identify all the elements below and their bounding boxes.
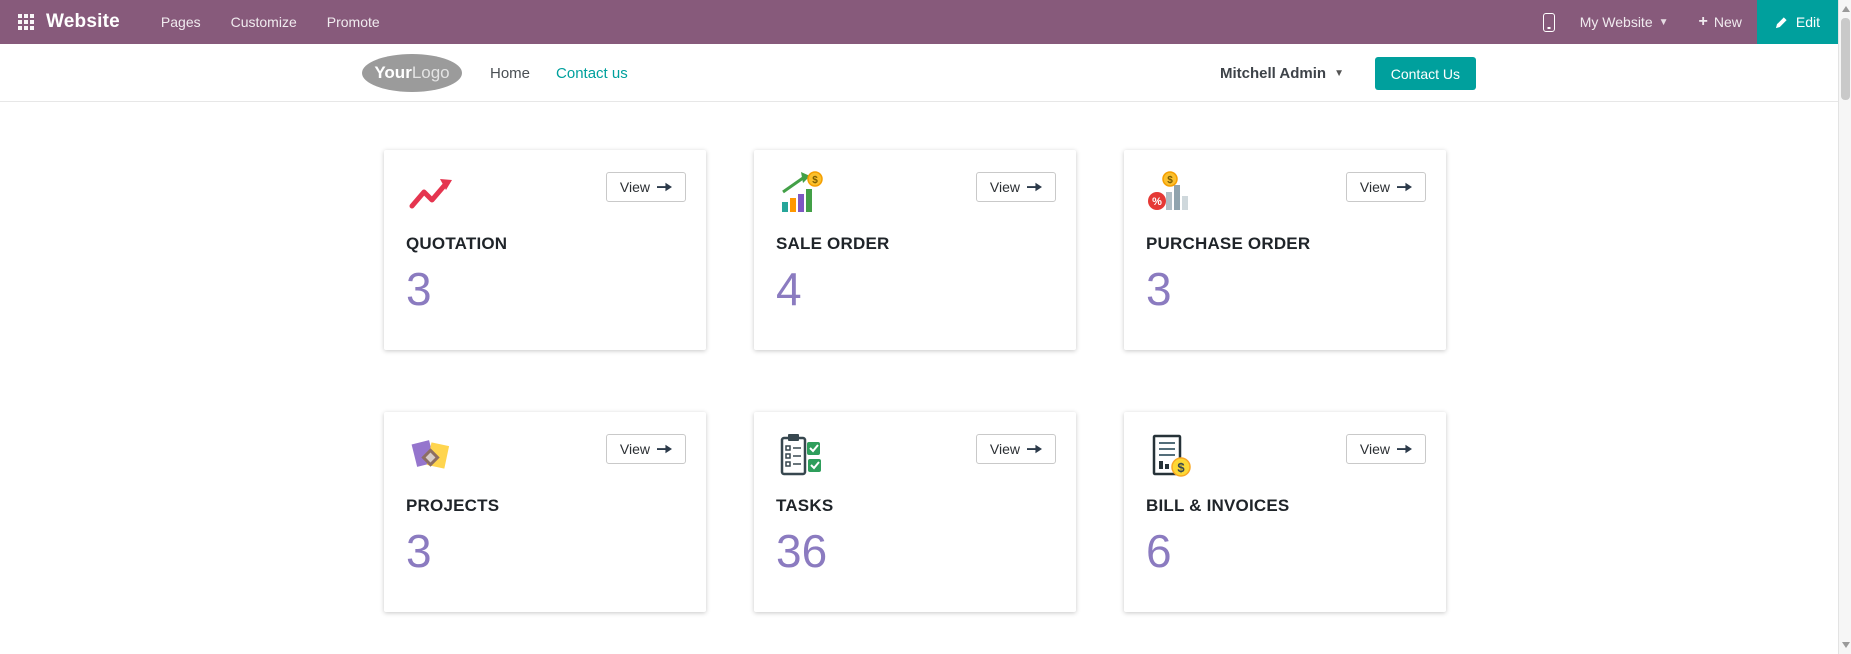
user-dropdown[interactable]: Mitchell Admin ▼: [1220, 44, 1344, 102]
svg-text:$: $: [812, 175, 818, 186]
logo-text-your: Your: [374, 63, 412, 82]
new-button[interactable]: + New: [1684, 0, 1757, 44]
trend-up-icon: [406, 170, 454, 218]
card-title: QUOTATION: [406, 234, 508, 253]
view-label: View: [1359, 441, 1390, 457]
purchase-discount-icon: $ %: [1146, 170, 1194, 218]
card-projects: View PROJECTS 3: [384, 412, 706, 612]
svg-text:$: $: [1167, 175, 1173, 186]
card-tasks: View: [754, 412, 1076, 612]
my-website-label: My Website: [1579, 14, 1653, 30]
card-count: 3: [406, 263, 432, 315]
card-bill-invoices: View $ BILL & INVOICES 6: [1124, 412, 1446, 612]
site-logo[interactable]: Your Logo: [362, 54, 462, 92]
sales-chart-icon: $: [776, 170, 824, 218]
card-title: PROJECTS: [406, 496, 500, 515]
arrow-right-icon: [1397, 444, 1412, 454]
view-label: View: [989, 179, 1020, 195]
top-navbar: Website Pages Customize Promote My Websi…: [0, 0, 1838, 44]
cards-grid: View QUOTATION 3 View: [384, 150, 1446, 612]
menu-pages[interactable]: Pages: [160, 14, 201, 30]
apps-grid-icon[interactable]: [18, 14, 34, 30]
my-website-dropdown[interactable]: My Website ▼: [1565, 0, 1684, 44]
view-button-purchase-order[interactable]: View: [1345, 172, 1426, 202]
logo-text-logo: Logo: [411, 63, 450, 82]
main-content: View QUOTATION 3 View: [0, 102, 1838, 654]
card-title: TASKS: [776, 496, 834, 515]
card-count: 36: [776, 525, 828, 577]
nav-contact-us[interactable]: Contact us: [556, 64, 628, 82]
site-header: Your Logo Home Contact us Mitchell Admin …: [0, 44, 1838, 102]
svg-text:$: $: [1177, 460, 1185, 475]
new-label: New: [1713, 14, 1742, 30]
caret-down-icon: ▼: [1334, 67, 1344, 79]
plus-icon: +: [1698, 13, 1708, 30]
svg-text:%: %: [1152, 196, 1162, 208]
edit-label: Edit: [1795, 14, 1820, 30]
view-label: View: [619, 441, 650, 457]
arrow-right-icon: [657, 182, 672, 192]
app-name-website[interactable]: Website: [46, 11, 120, 32]
card-title: BILL & INVOICES: [1146, 496, 1290, 515]
card-count: 4: [776, 263, 802, 315]
view-label: View: [619, 179, 650, 195]
card-title: SALE ORDER: [776, 234, 890, 253]
scroll-up-arrow-icon[interactable]: [1839, 2, 1851, 16]
caret-down-icon: ▼: [1658, 16, 1669, 28]
edit-button[interactable]: Edit: [1756, 0, 1838, 44]
menu-promote[interactable]: Promote: [326, 14, 380, 30]
menu-customize[interactable]: Customize: [230, 14, 297, 30]
view-button-quotation[interactable]: View: [605, 172, 686, 202]
site-nav: Home Contact us: [490, 44, 628, 102]
scrollbar[interactable]: [1838, 0, 1851, 654]
arrow-right-icon: [1397, 182, 1412, 192]
arrow-right-icon: [1027, 444, 1042, 454]
user-name: Mitchell Admin: [1219, 64, 1327, 82]
contact-us-button[interactable]: Contact Us: [1374, 57, 1476, 90]
view-button-tasks[interactable]: View: [975, 434, 1056, 464]
view-button-bill-invoices[interactable]: View: [1345, 434, 1426, 464]
arrow-right-icon: [657, 444, 672, 454]
card-purchase-order: View $ % PURCHASE ORDER 3: [1124, 150, 1446, 350]
card-count: 3: [1146, 263, 1172, 315]
nav-home[interactable]: Home: [490, 64, 531, 82]
scroll-down-arrow-icon[interactable]: [1839, 638, 1851, 652]
pencil-icon: [1775, 16, 1787, 28]
card-quotation: View QUOTATION 3: [384, 150, 706, 350]
view-label: View: [989, 441, 1020, 457]
card-count: 3: [406, 525, 432, 577]
mobile-preview-icon[interactable]: [1542, 12, 1555, 32]
arrow-right-icon: [1027, 182, 1042, 192]
card-title: PURCHASE ORDER: [1146, 234, 1311, 253]
invoice-dollar-icon: $: [1146, 432, 1194, 480]
card-sale-order: View $ SALE ORDER 4: [754, 150, 1076, 350]
view-button-sale-order[interactable]: View: [975, 172, 1056, 202]
projects-icon: [406, 432, 454, 480]
tasks-clipboard-icon: [776, 432, 824, 480]
view-label: View: [1359, 179, 1390, 195]
view-button-projects[interactable]: View: [605, 434, 686, 464]
scrollbar-thumb[interactable]: [1841, 18, 1850, 100]
card-count: 6: [1146, 525, 1172, 577]
